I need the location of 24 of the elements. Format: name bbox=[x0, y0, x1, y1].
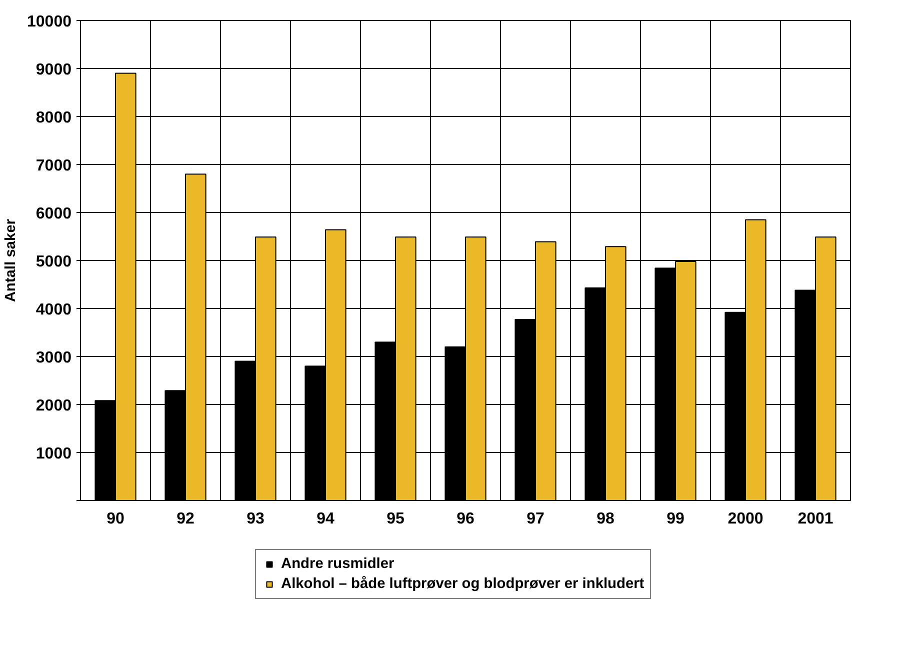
x-tick-label: 94 bbox=[316, 510, 334, 528]
y-axis-title: Antall saker bbox=[3, 218, 20, 302]
legend-label: Andre rusmidler bbox=[281, 556, 394, 572]
x-tick-label: 97 bbox=[526, 510, 544, 528]
x-tick-label: 95 bbox=[386, 510, 404, 528]
y-tick-label: 7000 bbox=[36, 158, 72, 174]
x-tick-label: 2001 bbox=[798, 510, 834, 528]
y-tick-label: 10000 bbox=[27, 14, 72, 30]
y-tick-label: 6000 bbox=[36, 206, 72, 222]
x-tick-label: 90 bbox=[106, 510, 124, 528]
x-tick-label: 2000 bbox=[728, 510, 764, 528]
y-tick-label: 3000 bbox=[36, 350, 72, 366]
x-tick-label: 92 bbox=[176, 510, 194, 528]
legend-label: Alkohol – både luftprøver og blodprøver er inkludert bbox=[281, 576, 644, 592]
y-tick-label: 5000 bbox=[36, 254, 72, 270]
y-tick-label: 2000 bbox=[36, 398, 72, 414]
x-tick-label: 98 bbox=[596, 510, 614, 528]
x-tick-label: 96 bbox=[456, 510, 474, 528]
x-tick-label: 93 bbox=[246, 510, 264, 528]
y-tick-label: 4000 bbox=[36, 302, 72, 318]
y-tick-label: 8000 bbox=[36, 110, 72, 126]
x-tick-label: 99 bbox=[666, 510, 684, 528]
y-tick-label: 9000 bbox=[36, 62, 72, 78]
y-tick-label: 1000 bbox=[36, 446, 72, 462]
